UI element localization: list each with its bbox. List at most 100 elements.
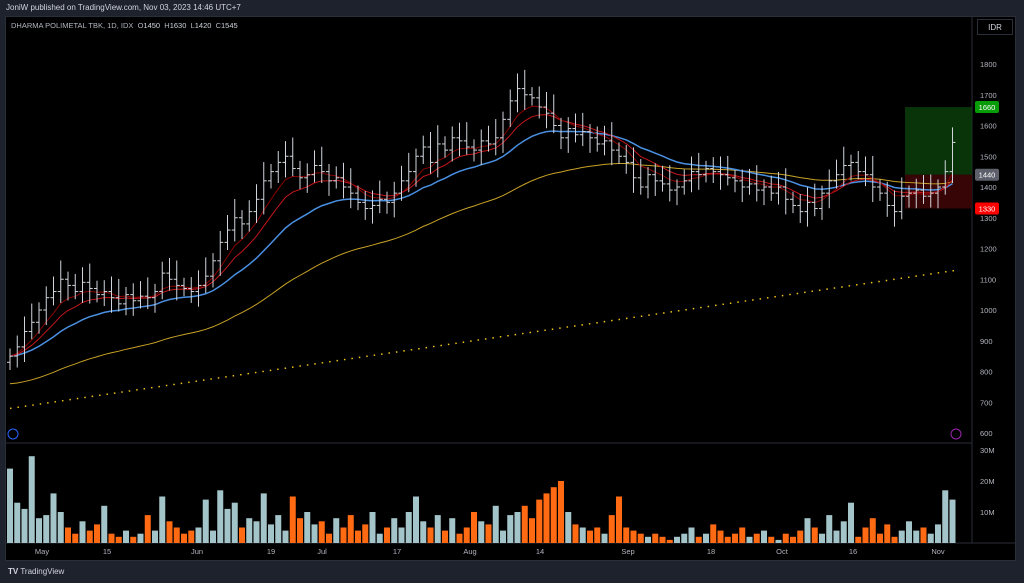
volume-bar <box>195 527 202 543</box>
price-tick: 1500 <box>980 152 997 161</box>
ohlc-bar <box>630 147 637 193</box>
volume-bar <box>572 524 579 543</box>
volume-bar <box>347 515 354 543</box>
volume-bar <box>935 524 941 543</box>
volume-bar <box>514 512 521 543</box>
volume-bar <box>456 533 463 543</box>
volume-bar <box>717 530 724 543</box>
tradingview-logo[interactable]: TV TradingView <box>8 567 65 576</box>
ohlc-bar <box>144 277 151 310</box>
ohlc-bar <box>666 165 673 202</box>
ohlc-bar <box>761 179 767 206</box>
ohlc-bar <box>674 179 680 206</box>
ohlc-bar <box>173 260 180 301</box>
ema-gold-line <box>9 163 953 385</box>
ohlc-bar <box>14 335 21 368</box>
volume-bar <box>65 527 71 543</box>
volume-bar <box>587 530 593 543</box>
ohlc-bar <box>202 257 209 294</box>
price-tick: 1100 <box>980 275 996 284</box>
volume-bar <box>405 512 412 543</box>
ohlc-bar <box>347 168 354 209</box>
ohlc-bar <box>282 141 289 178</box>
volume-bar <box>57 512 64 543</box>
entry-price-label-bg <box>975 168 999 181</box>
ohlc-bar <box>217 230 224 276</box>
volume-bar <box>724 536 731 543</box>
ohlc-bar <box>695 152 702 190</box>
ohlc-bar <box>260 162 267 215</box>
ohlc-bar <box>384 191 390 214</box>
volume-bar <box>695 536 702 543</box>
volume-bar <box>739 527 746 543</box>
ohlc-bar <box>913 178 920 209</box>
time-tick: 14 <box>536 547 544 556</box>
volume-bar <box>420 521 427 543</box>
ohlc-bar <box>362 190 369 220</box>
entry-price-label: 1440 <box>979 171 996 180</box>
ohlc-bar <box>137 281 144 309</box>
stop-price-label-bg <box>975 202 999 215</box>
ohlc-bar <box>210 253 216 288</box>
time-tick: Aug <box>463 547 476 556</box>
time-tick: 17 <box>393 547 401 556</box>
ohlc-bar <box>507 89 514 128</box>
volume-bar <box>855 536 862 543</box>
ohlc-bar <box>753 165 760 202</box>
volume-bar <box>688 527 695 543</box>
dividend-icon <box>7 428 19 440</box>
time-tick: Sep <box>621 547 634 556</box>
price-tick: 600 <box>980 429 993 438</box>
volume-bar <box>927 533 934 543</box>
time-tick: 15 <box>103 547 111 556</box>
ohlc-bar <box>811 183 818 217</box>
time-tick: 18 <box>707 547 715 556</box>
ohlc-bar <box>833 159 840 189</box>
ohlc-bar <box>949 127 956 184</box>
ohlc-bar <box>43 286 50 326</box>
ohlc-bar <box>587 123 593 153</box>
ohlc-bar <box>166 258 173 291</box>
time-tick: Nov <box>931 547 945 556</box>
ohlc-bar <box>340 162 347 199</box>
ohlc-bar <box>732 170 738 193</box>
volume-bar <box>898 530 905 543</box>
volume-bar <box>36 518 42 543</box>
volume-bar <box>471 512 477 543</box>
ohlc-bar <box>521 69 528 110</box>
price-tick: 1400 <box>980 183 997 192</box>
ohlc-bar <box>297 160 303 190</box>
price-tick: 700 <box>980 398 993 407</box>
volume-bar <box>43 515 50 543</box>
volume-bar <box>877 533 883 543</box>
price-tick: 1600 <box>980 122 997 131</box>
volume-bar <box>920 527 927 543</box>
low-value: 1420 <box>194 21 212 30</box>
volume-bar <box>202 499 209 543</box>
price-tick: 900 <box>980 337 993 346</box>
ohlc-bar <box>231 198 238 242</box>
volume-bar <box>173 527 180 543</box>
volume-bar <box>304 512 311 543</box>
ohlc-bar <box>898 177 905 220</box>
ohlc-bar <box>797 194 804 223</box>
volume-bar <box>630 530 637 543</box>
volume-bar <box>152 530 158 543</box>
ohlc-bar <box>159 261 166 300</box>
volume-bar <box>550 487 557 543</box>
volume-bar <box>521 505 528 543</box>
price-tick: 1000 <box>980 306 997 315</box>
volume-bar <box>391 518 398 543</box>
volume-bar <box>616 496 622 543</box>
ohlc-bar <box>869 155 876 203</box>
volume-bar <box>869 518 876 543</box>
ohlc-bar <box>550 94 557 134</box>
volume-bar <box>210 530 216 543</box>
open-value: 1450 <box>143 21 161 30</box>
currency-button[interactable]: IDR <box>977 19 1013 35</box>
earnings-flash-icon <box>950 428 962 440</box>
volume-bar <box>492 505 499 543</box>
volume-bar <box>253 521 260 543</box>
ohlc-bar <box>485 125 492 152</box>
